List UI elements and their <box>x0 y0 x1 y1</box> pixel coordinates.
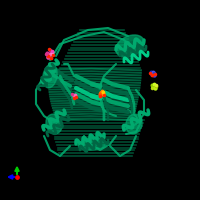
Point <box>15 175 19 179</box>
Point <box>150 83 153 87</box>
Ellipse shape <box>116 35 144 57</box>
Point <box>44 52 48 56</box>
Point <box>50 51 54 54</box>
Point <box>153 73 157 76</box>
Point <box>154 83 158 87</box>
Point <box>98 94 102 98</box>
Point <box>72 95 75 98</box>
Point <box>151 84 155 88</box>
Ellipse shape <box>46 114 62 134</box>
Point <box>99 91 103 95</box>
Point <box>150 74 153 77</box>
Point <box>52 54 55 57</box>
Point <box>153 86 156 89</box>
Point <box>151 72 154 75</box>
Point <box>45 51 49 55</box>
Point <box>46 54 49 57</box>
Point <box>151 87 154 90</box>
Ellipse shape <box>43 64 57 88</box>
Ellipse shape <box>120 41 144 59</box>
Ellipse shape <box>126 114 142 134</box>
Ellipse shape <box>78 138 106 150</box>
Point <box>154 85 157 88</box>
Point <box>73 93 77 97</box>
Point <box>151 70 155 74</box>
Point <box>73 96 76 100</box>
Point <box>152 73 156 77</box>
Point <box>74 95 78 99</box>
Point <box>100 90 103 93</box>
Point <box>153 72 156 75</box>
Point <box>149 71 153 74</box>
Point <box>50 50 53 53</box>
Point <box>47 55 50 58</box>
Point <box>71 93 74 96</box>
Point <box>101 92 104 96</box>
Point <box>152 83 156 86</box>
Point <box>148 71 152 75</box>
Point <box>47 47 51 51</box>
Point <box>49 56 53 59</box>
Point <box>49 53 52 56</box>
Point <box>102 90 105 94</box>
Point <box>48 49 51 52</box>
Point <box>102 93 105 97</box>
Point <box>98 93 101 96</box>
